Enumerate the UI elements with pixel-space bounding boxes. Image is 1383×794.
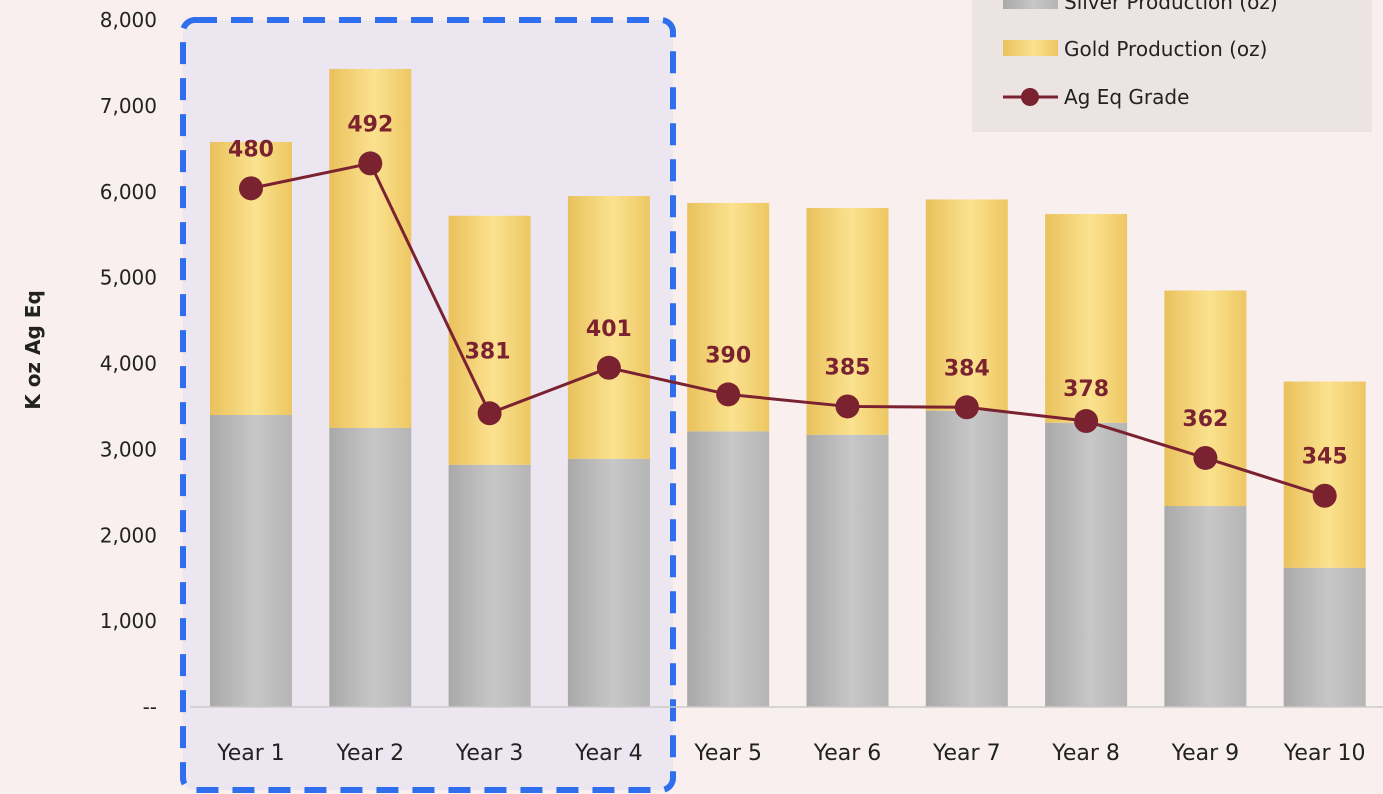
grade-data-label: 384	[944, 356, 990, 381]
x-tick-label: Year 8	[1051, 741, 1120, 766]
grade-line	[239, 151, 1337, 508]
bar-gold	[329, 68, 412, 428]
x-tick-label: Year 1	[216, 741, 285, 766]
highlight-region	[180, 17, 676, 793]
bar-silver	[1283, 567, 1366, 707]
y-tick-label: 5,000	[100, 266, 157, 290]
y-axis-label: K oz Ag Eq	[21, 290, 45, 410]
bar-silver	[687, 431, 770, 707]
legend: Silver Production (oz) Gold Production (…	[972, 0, 1372, 132]
y-tick-label: 6,000	[100, 180, 157, 204]
grade-point	[835, 394, 860, 419]
bar-silver	[1045, 422, 1128, 707]
grade-point	[1312, 483, 1337, 508]
y-tick-label: 1,000	[100, 609, 157, 633]
grade-data-label: 385	[825, 355, 871, 380]
bar-silver	[210, 415, 292, 707]
grade-data-label: 401	[586, 317, 632, 342]
grade-data-label: 492	[347, 112, 393, 137]
grade-series-line	[250, 161, 1326, 498]
grade-data-label: 378	[1063, 377, 1109, 402]
bar-silver	[567, 458, 650, 707]
x-axis: Year 1 Year 2 Year 3 Year 4 Year 5 Year 6 Year…	[216, 741, 1365, 766]
legend-label-silver: Silver Production (oz)	[1064, 0, 1278, 14]
grade-data-label: 362	[1182, 407, 1228, 432]
legend-marker-grade	[1021, 88, 1039, 106]
legend-swatch-gold	[1003, 40, 1058, 56]
bar-silver	[925, 410, 1008, 707]
grade-point	[1074, 409, 1099, 434]
y-tick-label: 4,000	[100, 352, 157, 376]
grade-point	[954, 395, 979, 420]
x-tick-label: Year 4	[574, 741, 643, 766]
x-tick-label: Year 7	[932, 741, 1001, 766]
grade-data-label: 381	[465, 339, 511, 364]
grade-point	[1193, 445, 1218, 470]
grade-point	[716, 382, 741, 407]
legend-label-grade: Ag Eq Grade	[1064, 85, 1189, 109]
grade-point	[477, 401, 502, 426]
bar-gold	[1283, 381, 1366, 568]
x-tick-label: Year 2	[336, 741, 405, 766]
y-tick-label: 3,000	[100, 437, 157, 461]
x-tick-label: Year 9	[1171, 741, 1240, 766]
bar-silver	[806, 434, 889, 707]
x-tick-label: Year 6	[813, 741, 882, 766]
bar-gold	[1164, 290, 1247, 507]
grade-data-label: 345	[1302, 445, 1348, 470]
grade-point	[358, 151, 383, 176]
grade-labels: 480 492 381 401 390 385 384 378 362 345	[228, 112, 1348, 469]
y-tick-label: 7,000	[100, 94, 157, 118]
bar-silver	[1164, 506, 1247, 707]
bar-gold	[925, 199, 1008, 411]
legend-label-gold: Gold Production (oz)	[1064, 37, 1267, 61]
grade-data-label: 390	[705, 343, 751, 368]
legend-swatch-silver	[1003, 0, 1058, 9]
x-tick-label: Year 3	[455, 741, 524, 766]
bar-silver	[448, 464, 531, 707]
grade-data-label: 480	[228, 137, 274, 162]
legend-box	[972, 0, 1372, 132]
y-tick-label: --	[143, 695, 157, 719]
bar-gold	[567, 196, 650, 459]
bar-gold	[1045, 214, 1128, 423]
x-tick-label: Year 5	[693, 741, 762, 766]
bar-silver	[329, 427, 412, 707]
grade-point	[596, 355, 621, 380]
y-axis: -- 1,000 2,000 3,000 4,000 5,000 6,000 7,000 8,0…	[100, 8, 157, 719]
x-tick-label: Year 10	[1283, 741, 1366, 766]
y-tick-label: 2,000	[100, 523, 157, 547]
y-tick-label: 8,000	[100, 8, 157, 32]
grade-point	[239, 176, 263, 201]
bars	[210, 68, 1366, 707]
